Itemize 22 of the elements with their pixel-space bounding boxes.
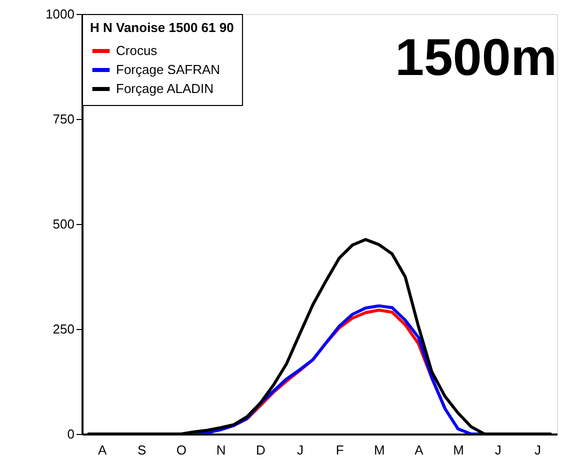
x-tick-label: O xyxy=(176,442,187,458)
y-tick-label: 0 xyxy=(67,426,74,442)
x-tick-label: J xyxy=(494,442,502,458)
y-tick-label: 250 xyxy=(52,322,74,336)
x-tick-label: A xyxy=(414,442,424,458)
x-tick-label: F xyxy=(336,442,344,458)
y-tick-label: 500 xyxy=(52,216,74,232)
legend-label: Forçage ALADIN xyxy=(116,81,214,96)
x-tick-label: M xyxy=(453,442,464,458)
legend-label: Crocus xyxy=(116,43,158,58)
x-tick-label: N xyxy=(216,442,226,458)
annotation: 1500m xyxy=(395,29,557,87)
y-tick-label: 1000 xyxy=(46,6,74,22)
x-tick-label: S xyxy=(138,442,147,458)
legend-title: H N Vanoise 1500 61 90 xyxy=(90,20,234,35)
legend-label: Forçage SAFRAN xyxy=(116,62,220,77)
x-tick-label: J xyxy=(534,442,541,458)
x-tick-label: J xyxy=(296,442,304,458)
x-tick-label: M xyxy=(374,442,385,458)
y-tick-label: 750 xyxy=(52,112,74,126)
x-tick-label: D xyxy=(256,442,266,458)
x-tick-label: A xyxy=(98,442,107,458)
